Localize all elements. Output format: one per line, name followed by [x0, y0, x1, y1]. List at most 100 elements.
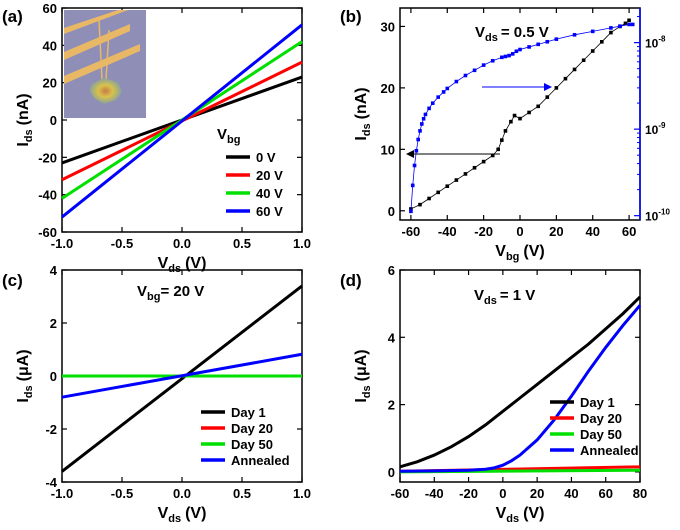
condition-sub: bg — [147, 291, 160, 303]
data-point — [454, 178, 459, 182]
legend-label: Day 20 — [580, 411, 622, 426]
data-point — [409, 209, 413, 214]
y-tick-label: 4 — [388, 330, 396, 345]
series-line — [410, 24, 633, 212]
x-tick-label: 0 — [516, 224, 523, 239]
condition-value: = 0.5 V — [501, 24, 549, 41]
data-point — [490, 58, 495, 63]
condition-label: Vbg= 20 V — [137, 283, 204, 303]
data-point — [554, 86, 559, 90]
series-line — [61, 284, 303, 473]
data-point — [427, 196, 431, 201]
y-tick-label: 0 — [388, 465, 395, 480]
data-point — [420, 122, 424, 126]
legend-label: Day 50 — [580, 427, 622, 442]
data-point — [418, 202, 422, 207]
legend: Vbg 0 V 20 V 40 V 60 V — [217, 126, 283, 219]
axis-labels: Vds (V) Ids(μA) — [15, 349, 206, 525]
y-axis-label: Ids(nA) — [15, 93, 35, 146]
data-point — [518, 47, 522, 52]
axis-ticks: -60 -40 -20 0 20 40 60 0 10 20 30 10-10 10-9 10-8 — [381, 8, 670, 239]
y-tick-label: 4 — [50, 263, 58, 278]
data-point — [545, 95, 550, 99]
data-point — [490, 153, 495, 158]
legend-items: 0 V 20 V 40 V 60 V — [226, 150, 283, 219]
annotation-arrow-right — [482, 83, 552, 91]
y-tick-label: 6 — [388, 263, 395, 278]
y-tick-label: 0 — [388, 204, 395, 219]
legend-label: Day 1 — [231, 405, 266, 420]
flake-crystal — [89, 78, 122, 104]
series-group — [61, 284, 303, 473]
data-point — [609, 30, 613, 35]
data-point — [507, 53, 511, 58]
data-point — [414, 148, 419, 153]
data-point — [445, 86, 450, 91]
data-point — [630, 22, 635, 27]
annotation-arrow-left — [406, 150, 500, 158]
x-axis-label: Vds (V) — [158, 255, 207, 275]
x-axis-label: Vds (V) — [496, 505, 545, 525]
condition-sub: ds — [484, 295, 497, 307]
data-point — [436, 95, 440, 99]
condition-main: V — [137, 283, 147, 300]
data-point — [454, 79, 459, 84]
y-tick-label: -40 — [38, 188, 57, 203]
y-tick-label: 40 — [43, 38, 57, 53]
right-tick-label: 10-10 — [645, 208, 670, 224]
condition-sub: ds — [485, 32, 498, 44]
data-point — [623, 21, 628, 26]
y-tick-label: 10 — [381, 142, 395, 157]
data-point — [463, 73, 468, 78]
data-point — [427, 106, 431, 111]
legend-title-sub: bg — [227, 134, 240, 146]
x-tick-label: 1.0 — [293, 236, 311, 251]
data-point — [581, 58, 586, 63]
data-point — [412, 163, 417, 168]
y-tick-label: 2 — [50, 316, 57, 331]
legend-label: Day 20 — [231, 421, 273, 436]
axis-labels: Vds (V) Ids(μA) — [353, 349, 544, 525]
device-micrograph — [64, 10, 146, 118]
data-point — [441, 90, 446, 94]
plot-frame — [399, 269, 641, 483]
data-point — [503, 54, 508, 59]
data-point — [600, 39, 604, 44]
data-point — [590, 29, 595, 34]
legend-label: Day 50 — [231, 437, 273, 452]
condition-value: = 20 V — [160, 283, 204, 300]
data-point — [572, 67, 577, 72]
legend-label: 0 V — [256, 150, 276, 165]
x-tick-label: 40 — [564, 486, 578, 501]
x-tick-label: 60 — [598, 486, 612, 501]
y-axis-label: Ids(μA) — [353, 349, 373, 402]
series-line — [399, 304, 642, 473]
data-point — [527, 110, 531, 115]
data-point — [572, 33, 577, 37]
data-point — [423, 112, 428, 117]
electrode — [64, 10, 128, 34]
x-tick-label: -0.5 — [111, 236, 133, 251]
x-tick-label: 0 — [499, 486, 506, 501]
x-tick-label: -1.0 — [51, 236, 73, 251]
data-point — [509, 119, 513, 124]
data-point — [609, 26, 613, 30]
legend-label: 20 V — [256, 168, 283, 183]
condition-value: = 1 V — [500, 287, 535, 304]
axis-labels: Vbg (V) Ids(nA) — [353, 87, 545, 263]
data-point — [514, 49, 519, 54]
panel-tag: (a) — [2, 7, 23, 26]
y-tick-label: -20 — [38, 150, 57, 165]
x-tick-label: 20 — [530, 486, 544, 501]
y-axis-label: Ids(nA) — [353, 87, 373, 140]
x-tick-label: -1.0 — [51, 486, 73, 501]
x-tick-label: 40 — [585, 224, 599, 239]
x-tick-label: 80 — [633, 486, 647, 501]
data-point — [445, 184, 450, 189]
legend-label: Annealed — [580, 443, 639, 458]
y-tick-label: -2 — [45, 422, 57, 437]
series-line — [61, 23, 303, 219]
data-point — [481, 63, 486, 67]
